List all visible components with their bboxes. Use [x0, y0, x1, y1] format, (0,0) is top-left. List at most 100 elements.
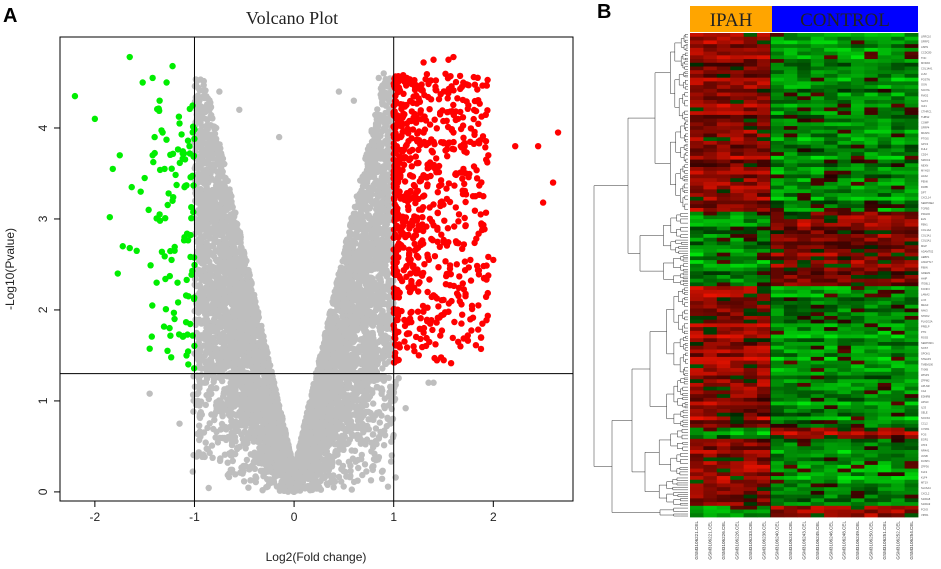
ns-point: [372, 111, 379, 119]
ns-point: [204, 424, 211, 432]
ns-point: [370, 146, 377, 154]
ns-point: [362, 213, 369, 220]
ns-point: [362, 408, 369, 416]
ns-point: [338, 432, 346, 440]
ns-point: [350, 478, 358, 486]
ns-point: [266, 480, 273, 487]
ns-point: [338, 269, 345, 277]
ns-point: [229, 241, 236, 248]
ns-point: [366, 205, 373, 212]
ns-point: [316, 365, 323, 372]
ns-point: [367, 192, 375, 199]
ns-point: [208, 163, 216, 171]
ns-point: [377, 116, 384, 123]
ns-point: [200, 429, 208, 436]
ns-point: [223, 213, 230, 220]
ns-point: [252, 459, 259, 466]
ns-point: [367, 477, 375, 484]
ns-point: [217, 455, 224, 462]
ns-point: [379, 97, 386, 104]
ns-point: [355, 464, 362, 472]
ns-point: [323, 480, 331, 487]
ns-point: [348, 224, 356, 231]
ns-point: [226, 423, 233, 431]
ns-point: [378, 468, 386, 475]
ns-point: [205, 484, 212, 492]
ns-point: [243, 456, 251, 464]
ns-point: [321, 354, 328, 361]
ns-point: [205, 395, 212, 403]
ns-point: [340, 295, 347, 302]
ns-point: [345, 458, 353, 465]
ns-point: [369, 431, 377, 438]
ns-point: [348, 430, 355, 438]
ns-point: [201, 453, 208, 461]
ns-point: [239, 435, 247, 443]
ns-point: [195, 449, 202, 456]
ns-point: [190, 408, 197, 415]
ns-point: [227, 451, 234, 459]
ns-point: [374, 106, 381, 113]
ns-point: [201, 115, 208, 122]
ns-point: [361, 461, 369, 468]
ns-point: [358, 425, 366, 432]
ns-point: [313, 374, 320, 381]
ns-point: [348, 215, 355, 222]
ns-point: [353, 193, 360, 200]
ns-point: [230, 213, 237, 220]
ns-point: [255, 326, 262, 333]
ns-point: [211, 411, 218, 419]
ns-point: [312, 383, 319, 390]
volcano-plot-area: [59, 36, 574, 502]
ns-point: [365, 416, 372, 423]
ns-point: [358, 451, 365, 459]
ns-point: [333, 285, 340, 292]
ns-point: [340, 483, 347, 490]
ns-point: [367, 258, 374, 265]
ns-point: [189, 468, 196, 475]
ns-point: [195, 375, 203, 383]
ns-point: [242, 445, 249, 452]
ns-point: [209, 454, 216, 461]
ns-point: [329, 475, 337, 482]
ns-point: [195, 103, 202, 110]
ns-point: [229, 457, 236, 465]
ns-point: [309, 480, 317, 487]
ns-point: [368, 321, 375, 328]
ns-point: [347, 472, 354, 480]
ns-point: [240, 478, 248, 485]
ns-point: [212, 402, 220, 409]
ns-point: [282, 436, 289, 443]
ns-point: [354, 431, 361, 438]
ns-point: [381, 404, 388, 412]
ns-point: [384, 483, 392, 490]
ns-point: [218, 420, 226, 428]
ns-point: [376, 419, 383, 426]
ns-point: [322, 456, 330, 463]
ns-point: [251, 449, 258, 456]
ns-point: [245, 484, 252, 491]
ns-point: [228, 439, 236, 447]
ns-point: [347, 241, 355, 248]
ns-point: [370, 463, 377, 470]
ns-point: [383, 121, 390, 128]
ns-point: [221, 182, 228, 190]
ns-point: [203, 122, 211, 129]
ns-point: [213, 385, 220, 392]
ns-point: [375, 138, 382, 145]
ns-point: [196, 422, 203, 429]
ns-point: [387, 458, 395, 465]
ns-point: [377, 191, 384, 199]
ns-point: [189, 391, 197, 398]
ns-point: [233, 427, 240, 434]
ns-point: [348, 486, 355, 493]
ns-point: [264, 468, 272, 475]
ns-point: [284, 443, 292, 450]
ns-point: [326, 309, 334, 316]
ns-point: [389, 415, 397, 422]
ns-point: [273, 483, 281, 490]
ns-point: [200, 81, 207, 89]
ns-point: [238, 464, 245, 471]
ns-point: [336, 443, 343, 450]
